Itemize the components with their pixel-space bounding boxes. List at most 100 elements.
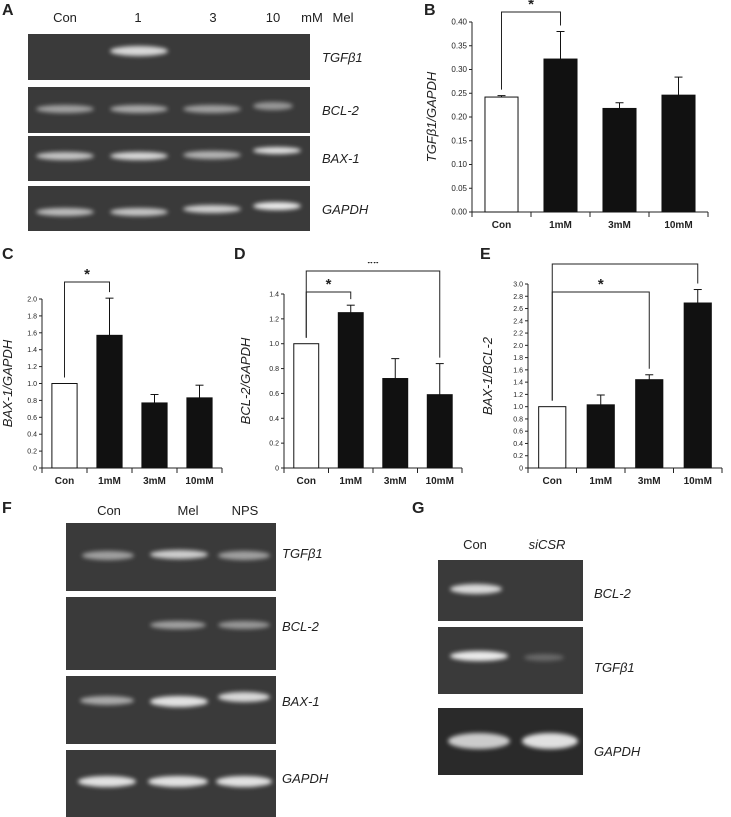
y-tick-label: 0.00: [451, 208, 467, 217]
x-tick-label: 3mM: [608, 220, 631, 231]
y-tick-label: 0.6: [269, 391, 279, 398]
significance-mark: *: [528, 0, 534, 13]
y-tick-label: 1.4: [269, 292, 279, 299]
panel-g-lane-con: Con: [463, 537, 487, 552]
x-tick-label: 1mM: [589, 476, 612, 487]
gel-band: [78, 776, 136, 787]
y-axis-title: BAX-1/GAPDH: [0, 339, 15, 427]
panel-f-lane-con: Con: [97, 503, 121, 518]
y-tick-label: 0.4: [513, 441, 523, 448]
panel-a-lane-3: 3: [209, 10, 217, 25]
gel-band: [150, 621, 206, 629]
bar: [426, 394, 453, 469]
gel-band: [110, 46, 168, 56]
panel-f-gel-bax1: [66, 676, 276, 744]
significance-mark: **: [619, 262, 631, 265]
panel-g-gel-tgfb1: [438, 627, 583, 694]
bar: [141, 402, 168, 469]
y-tick-label: 1.6: [27, 330, 37, 337]
gel-band: [522, 733, 578, 749]
chart-b-tgfb1-gapdh: 0.00 0.05 0.10 0.15 0.20 0.25 0.30 0.35 0.40 Con 1…: [424, 0, 709, 231]
y-axis-title: TGFβ1/GAPDH: [424, 71, 439, 162]
panel-a-gel-tgfb1: [28, 34, 310, 80]
significance-mark: *: [84, 266, 90, 283]
panel-b-label: B: [424, 2, 436, 19]
gel-band: [36, 208, 94, 216]
panel-g-gene-gapdh: GAPDH: [594, 744, 641, 759]
y-tick-label: 1.0: [513, 404, 523, 411]
gel-band: [110, 105, 168, 113]
y-tick-label: 0.40: [451, 18, 467, 27]
y-tick-label: 0.2: [269, 441, 279, 448]
bar: [337, 312, 364, 469]
panel-a-lane-1: 1: [134, 10, 142, 25]
gel-band: [218, 692, 270, 702]
panel-f-gene-bcl2: BCL-2: [282, 619, 319, 634]
panel-a-label: A: [2, 2, 14, 19]
y-tick-label: 0.8: [27, 398, 37, 405]
bar: [484, 96, 519, 213]
panel-g-gel-gapdh: [438, 708, 583, 775]
panel-f-lane-mel: Mel: [177, 503, 199, 518]
bar: [96, 334, 123, 469]
bar: [293, 343, 320, 469]
x-tick-label: 10mM: [426, 476, 454, 487]
gel-band: [524, 654, 564, 661]
bar: [382, 378, 409, 469]
chart-c-bax1-gapdh: 0 0.2 0.4 0.6 0.8 1.0 1.2 1.4 1.6 1.8 2.0 Con 1mM 3mM…: [0, 266, 223, 487]
bar: [538, 406, 567, 469]
y-tick-label: 3.0: [513, 282, 523, 289]
y-tick-label: 1.2: [513, 392, 523, 399]
y-axis-title: BCL-2/GAPDH: [238, 337, 253, 424]
significance-mark: **: [367, 262, 379, 272]
y-tick-label: 0.10: [451, 160, 467, 169]
panel-f-gene-tgfb1: TGFβ1: [282, 546, 323, 561]
gel-band: [448, 733, 510, 749]
panel-a-gel-bax1: [28, 136, 310, 181]
x-tick-label: 3mM: [143, 476, 166, 487]
gel-band: [216, 776, 272, 787]
bar: [51, 383, 78, 469]
bar: [661, 94, 696, 213]
panel-g-label: G: [412, 500, 425, 517]
x-tick-label: 10mM: [185, 476, 213, 487]
y-tick-label: 0.2: [27, 449, 37, 456]
panel-f-gel-bcl2: [66, 597, 276, 670]
y-tick-label: 0.30: [451, 65, 467, 74]
x-tick-label: 3mM: [638, 476, 661, 487]
y-tick-label: 1.4: [27, 347, 37, 354]
gel-band: [218, 551, 270, 560]
gel-band: [253, 102, 293, 110]
y-tick-label: 0.8: [513, 416, 523, 423]
x-tick-label: Con: [55, 476, 74, 487]
x-tick-label: 10mM: [684, 476, 712, 487]
y-tick-label: 0.20: [451, 113, 467, 122]
x-tick-label: Con: [492, 220, 511, 231]
panel-a-lane-con: Con: [53, 10, 77, 25]
gel-band: [150, 550, 208, 559]
bar: [586, 404, 615, 469]
panel-f-gene-bax1: BAX-1: [282, 694, 320, 709]
x-tick-label: 1mM: [98, 476, 121, 487]
panel-d-label: D: [234, 246, 246, 263]
bar: [602, 107, 637, 213]
y-tick-label: 0.4: [27, 432, 37, 439]
panel-g-gene-bcl2: BCL-2: [594, 586, 631, 601]
gel-band: [82, 551, 134, 560]
gel-band: [150, 696, 208, 707]
bar: [683, 302, 712, 469]
bar: [186, 397, 213, 469]
y-tick-label: 0.8: [269, 366, 279, 373]
panel-a-unit: mM: [301, 10, 323, 25]
significance-bracket: [305, 270, 441, 358]
gel-band: [450, 584, 502, 594]
y-tick-label: 0: [519, 466, 523, 473]
panel-g-gel-bcl2: [438, 560, 583, 621]
y-tick-label: 1.4: [513, 380, 523, 387]
y-tick-label: 2.2: [513, 331, 523, 338]
panel-f-lane-nps: NPS: [231, 503, 259, 518]
gel-band: [36, 105, 94, 113]
x-tick-label: 10mM: [664, 220, 692, 231]
significance-mark: *: [326, 276, 332, 293]
